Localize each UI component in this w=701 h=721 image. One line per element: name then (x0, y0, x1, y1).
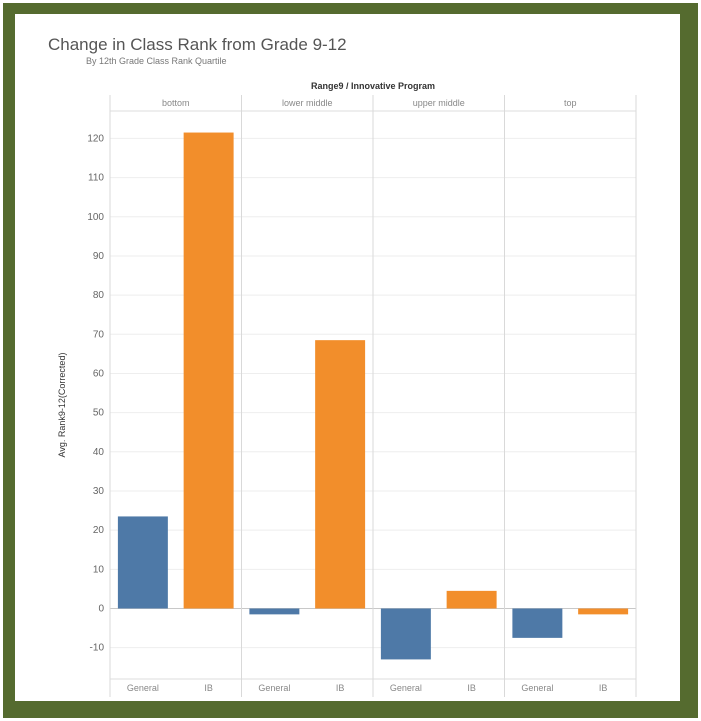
panel-label: top (564, 98, 577, 108)
bar (183, 132, 234, 609)
category-labels: General IB General IB General IB General IB (127, 683, 608, 693)
bar (578, 608, 629, 615)
bar (512, 608, 563, 638)
y-tick-label: 80 (93, 290, 105, 301)
y-tick-label: 60 (93, 368, 105, 379)
category-label: IB (467, 683, 476, 693)
y-tick-label: 120 (87, 133, 104, 144)
chart-subtitle: By 12th Grade Class Rank Quartile (86, 56, 227, 66)
y-tick-label: -10 (90, 643, 105, 654)
bar (446, 590, 497, 609)
y-tick-label: 0 (98, 603, 104, 614)
y-tick-label: 10 (93, 564, 105, 575)
y-tick-label: 50 (93, 408, 105, 419)
bars (117, 132, 629, 660)
bar (380, 608, 431, 660)
category-label: General (258, 683, 290, 693)
y-tick-label: 70 (93, 329, 105, 340)
facet-header: Range9 / Innovative Program (311, 81, 435, 91)
category-label: IB (336, 683, 345, 693)
y-tick-label: 110 (88, 173, 104, 184)
y-tick-label: 40 (93, 447, 105, 458)
category-label: IB (204, 683, 213, 693)
bar (315, 340, 366, 609)
y-axis-label: Avg. Rank9-12(Corrected) (57, 353, 67, 458)
y-tick-label: 90 (93, 251, 105, 262)
chart-title: Change in Class Rank from Grade 9-12 (48, 35, 347, 54)
bar (117, 516, 168, 609)
category-label: IB (599, 683, 608, 693)
category-label: General (127, 683, 159, 693)
y-tick-label: 20 (93, 525, 105, 536)
category-label: General (521, 683, 553, 693)
panel-label: bottom (162, 98, 190, 108)
y-tick-label: 30 (93, 486, 105, 497)
panel-label: lower middle (282, 98, 333, 108)
bar (249, 608, 300, 615)
y-tick-label: 100 (87, 212, 104, 223)
panel-label: upper middle (413, 98, 465, 108)
panel-grid: bottom lower middle upper middle top (109, 95, 637, 697)
category-label: General (390, 683, 422, 693)
y-axis-ticks: -10 0 10 20 30 40 50 60 70 80 90 100 110 120 (87, 133, 104, 653)
